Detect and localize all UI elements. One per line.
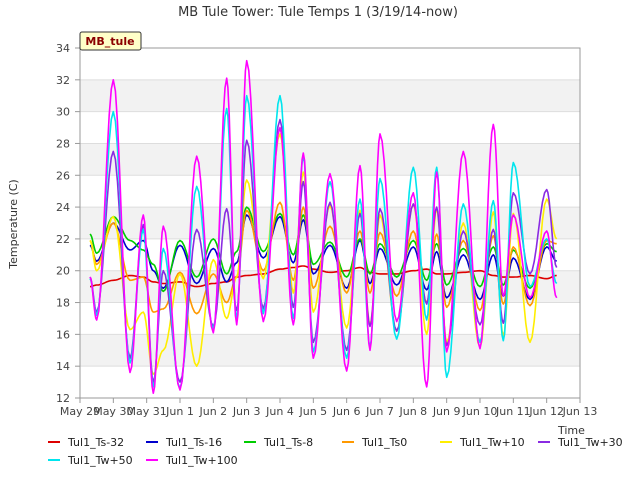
plot-band xyxy=(80,302,580,335)
station-tag-label: MB_tule xyxy=(85,35,134,48)
y-tick-label: 34 xyxy=(56,42,70,55)
y-tick-label: 32 xyxy=(56,74,70,87)
x-tick-label: Jun 12 xyxy=(528,405,564,418)
y-tick-label: 14 xyxy=(56,360,70,373)
x-tick-label: Jun 1 xyxy=(165,405,194,418)
plot-frame xyxy=(79,47,581,399)
legend-label: Tul1_Tw+50 xyxy=(67,454,133,467)
y-axis-ticks: 12 14 16 18 20 22 24 26 28 30 32 34 xyxy=(56,42,80,405)
y-axis-label: Temperature (C) xyxy=(7,179,20,269)
plot-band xyxy=(80,143,580,176)
x-tick-label: May 30 xyxy=(93,405,133,418)
series-lines xyxy=(89,59,558,394)
legend-label: Tul1_Tw+10 xyxy=(459,436,525,449)
plot-band xyxy=(80,366,580,398)
plot-band xyxy=(80,207,580,239)
x-tick-label: Jun 4 xyxy=(265,405,294,418)
y-tick-label: 26 xyxy=(56,169,70,182)
legend-label: Tul1_Ts-32 xyxy=(67,436,124,449)
legend-label: Tul1_Ts0 xyxy=(361,436,407,449)
x-tick-label: Jun 13 xyxy=(562,405,598,418)
x-axis-label: Time xyxy=(557,424,585,437)
y-tick-label: 20 xyxy=(56,265,70,278)
y-tick-label: 28 xyxy=(56,137,70,150)
x-tick-label: Jun 3 xyxy=(232,405,261,418)
x-tick-label: Jun 11 xyxy=(495,405,531,418)
x-tick-label: Jun 10 xyxy=(462,405,498,418)
x-tick-label: May 29 xyxy=(60,405,100,418)
plot-band xyxy=(80,111,580,144)
x-tick-label: Jun 6 xyxy=(332,405,361,418)
x-tick-label: Jun 2 xyxy=(198,405,227,418)
plot-background xyxy=(80,48,580,398)
x-tick-label: May 31 xyxy=(127,405,167,418)
legend-label: Tul1_Ts-8 xyxy=(263,436,313,449)
series-line-tul1-tw-100 xyxy=(89,59,558,394)
x-tick-label: Jun 8 xyxy=(398,405,427,418)
plot-band xyxy=(80,79,580,112)
legend-label: Tul1_Tw+30 xyxy=(557,436,623,449)
y-tick-label: 24 xyxy=(56,201,70,214)
legend: Tul1_Ts-32 Tul1_Ts-16 Tul1_Ts-8 Tul1_Ts0 Tul… xyxy=(48,436,623,467)
x-tick-label: Jun 7 xyxy=(365,405,394,418)
y-tick-label: 18 xyxy=(56,297,70,310)
station-tag-box xyxy=(79,31,142,51)
y-tick-label: 16 xyxy=(56,328,70,341)
plot-band xyxy=(80,334,580,367)
legend-label: Tul1_Tw+100 xyxy=(165,454,238,467)
station-tag: MB_tule xyxy=(79,31,142,51)
x-tick-label: Jun 5 xyxy=(298,405,327,418)
y-tick-label: 30 xyxy=(56,106,70,119)
y-tick-label: 12 xyxy=(56,392,70,405)
chart-title: MB Tule Tower: Tule Temps 1 (3/19/14-now… xyxy=(178,5,458,20)
plot-band xyxy=(80,48,580,80)
y-tick-label: 22 xyxy=(56,233,70,246)
legend-label: Tul1_Ts-16 xyxy=(165,436,222,449)
x-tick-label: Jun 9 xyxy=(432,405,461,418)
